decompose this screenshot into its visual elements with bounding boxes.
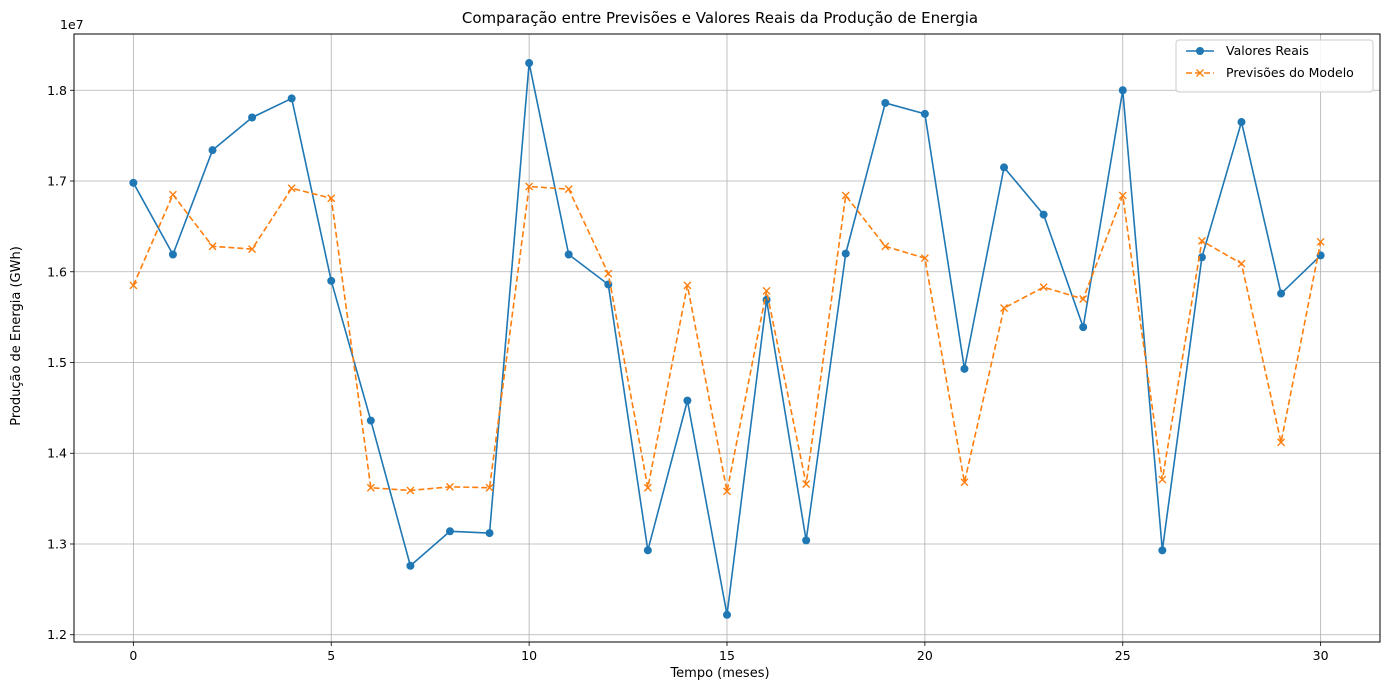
data-point-real: [802, 536, 811, 545]
data-point-forecast: [1079, 294, 1088, 303]
axis-ticks: 0 5 10 15 20 25 30 1.2 1.3 1.4 1.5 1.6 1.7 1.8: [47, 83, 1329, 663]
data-point-real: [485, 529, 494, 538]
data-point-real: [525, 59, 534, 68]
data-point-real: [920, 109, 929, 118]
data-point-real: [208, 146, 217, 155]
data-point-forecast: [327, 194, 336, 203]
data-point-real: [841, 249, 850, 258]
data-point-forecast: [881, 242, 890, 251]
legend-item-forecast: Previsões do Modelo: [1186, 65, 1354, 80]
legend-box: [1175, 39, 1374, 93]
data-point-real: [564, 250, 573, 259]
x-axis-label: Tempo (meses): [669, 666, 769, 681]
data-point-forecast: [841, 191, 850, 200]
y-tick-label: 1.6: [47, 264, 67, 279]
x-tick-label: 5: [327, 648, 335, 663]
data-point-real: [1039, 210, 1048, 219]
data-point-real: [248, 113, 257, 122]
data-point-forecast: [643, 483, 652, 492]
data-point-forecast: [248, 245, 257, 254]
data-point-real: [723, 610, 731, 619]
data-point-real: [683, 396, 692, 405]
y-tick-label: 1.8: [47, 83, 67, 98]
legend-item-real: Valores Reais: [1186, 43, 1309, 58]
x-tick-label: 20: [917, 648, 933, 663]
data-point-real: [1277, 289, 1286, 298]
data-point-real: [960, 364, 969, 373]
y-tick-label: 1.3: [47, 536, 67, 551]
data-point-real: [287, 94, 296, 103]
data-point-forecast: [366, 483, 375, 492]
data-point-forecast: [604, 269, 613, 278]
data-point-forecast: [208, 242, 217, 251]
data-point-real: [327, 276, 336, 285]
x-tick-label: 30: [1313, 648, 1329, 663]
x-tick-label: 15: [719, 648, 735, 663]
data-point-forecast: [1316, 237, 1325, 246]
data-point-real: [1118, 86, 1127, 95]
y-tick-label: 1.2: [47, 627, 67, 642]
data-point-real: [445, 527, 454, 536]
data-point-real: [643, 546, 652, 555]
data-point-real: [1158, 546, 1167, 555]
y-tick-label: 1.4: [47, 446, 67, 461]
data-point-forecast: [168, 190, 177, 199]
plot-frame: [73, 33, 1381, 643]
data-point-real: [881, 98, 890, 107]
legend: Valores Reais Previsões do Modelo: [1175, 39, 1374, 93]
data-point-forecast: [1158, 475, 1167, 484]
legend-label-forecast: Previsões do Modelo: [1226, 65, 1354, 80]
data-point-forecast: [1118, 191, 1127, 200]
data-point-forecast: [287, 184, 296, 193]
data-point-forecast: [525, 182, 534, 191]
data-point-real: [1237, 118, 1246, 127]
y-scale-label: 1e7: [60, 17, 84, 32]
y-axis-label: Produção de Energia (GWh): [9, 246, 24, 426]
x-tick-label: 0: [129, 648, 137, 663]
x-tick-label: 10: [521, 648, 537, 663]
data-point-forecast: [129, 281, 138, 290]
data-point-forecast: [920, 254, 929, 263]
data-point-forecast: [960, 478, 969, 487]
y-tick-label: 1.5: [47, 355, 67, 370]
data-point-real: [1000, 163, 1009, 172]
chart-title: Comparação entre Previsões e Valores Rea…: [462, 9, 978, 27]
y-tick-label: 1.7: [47, 174, 67, 189]
legend-label-real: Valores Reais: [1226, 43, 1309, 58]
data-point-forecast: [723, 487, 731, 496]
data-point-forecast: [683, 281, 692, 290]
series-layer: [129, 59, 1325, 619]
data-point-forecast: [406, 486, 415, 495]
data-point-forecast: [1000, 304, 1009, 313]
data-point-forecast: [485, 483, 494, 492]
grid: [74, 34, 1380, 642]
data-point-real: [168, 250, 177, 259]
data-point-real: [1197, 253, 1206, 262]
data-point-real: [366, 416, 375, 425]
data-point-real: [406, 561, 415, 570]
data-point-real: [1079, 323, 1088, 332]
data-point-forecast: [1197, 236, 1206, 245]
data-point-forecast: [1039, 283, 1048, 292]
data-point-forecast: [1277, 438, 1286, 447]
x-tick-label: 25: [1115, 648, 1131, 663]
data-point-forecast: [1237, 259, 1246, 268]
data-point-forecast: [445, 482, 454, 491]
data-point-real: [129, 178, 138, 187]
data-point-forecast: [802, 480, 811, 489]
data-point-forecast: [564, 185, 573, 194]
data-point-forecast: [762, 286, 771, 295]
